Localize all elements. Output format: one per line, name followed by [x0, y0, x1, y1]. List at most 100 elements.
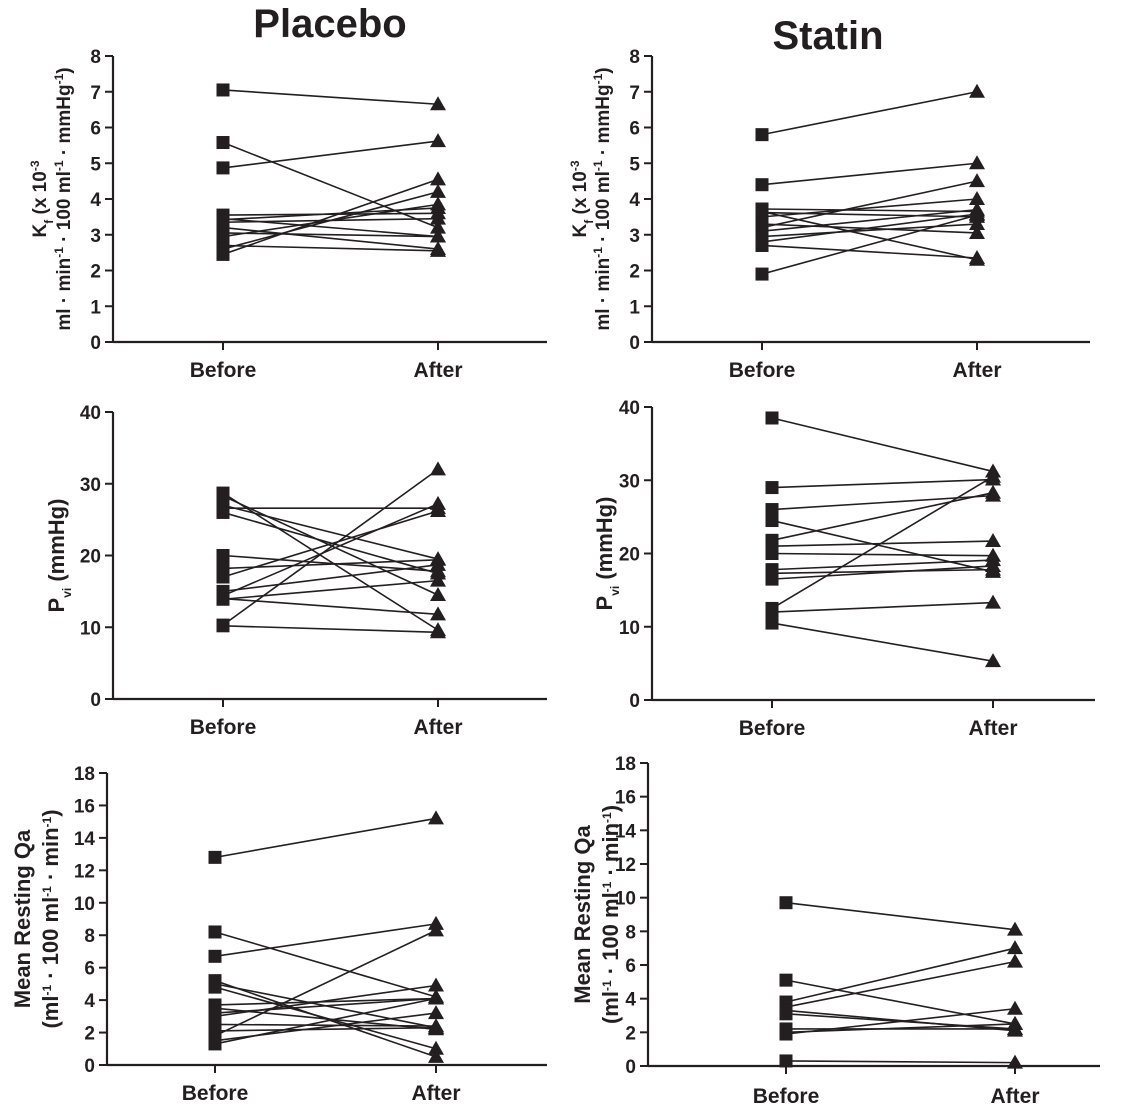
pvi-placebo-subject-line	[222, 495, 439, 596]
kf-statin-y-label-line2-part: )	[593, 67, 614, 73]
kf-placebo-y-tick-label: 5	[90, 154, 101, 175]
kf-statin-subject-line	[761, 90, 978, 136]
kf-placebo-before-point	[216, 136, 230, 150]
pvi-placebo-after-point	[430, 461, 446, 476]
kf-statin-category-label: After	[952, 359, 1001, 382]
pvi-statin-y-tick-label: 10	[619, 618, 640, 639]
pvi-placebo-subject-line	[222, 511, 439, 575]
kf-statin-subject-line	[761, 244, 978, 259]
qa-statin-before-point	[779, 896, 793, 910]
kf-statin-after-point	[969, 249, 985, 264]
kf-statin-subject-line	[761, 208, 978, 232]
pvi-placebo-y-label-line1-part: P	[44, 598, 69, 613]
qa-placebo-subject-line	[214, 923, 437, 958]
kf-statin-y-label-line1-part: f	[582, 219, 596, 224]
pvi-statin-subject-line	[771, 494, 994, 511]
qa-placebo-subject-line	[214, 997, 437, 1006]
pvi-placebo-before-point	[216, 505, 230, 519]
kf-placebo-subject-line	[222, 178, 439, 256]
pvi-placebo-y-tick-label: 30	[80, 475, 101, 496]
pvi-statin-subject-line	[771, 601, 994, 613]
kf-statin-y-tick-label: 4	[629, 190, 640, 211]
pvi-placebo-subject-line	[222, 504, 439, 560]
qa-placebo-subject-line	[214, 1023, 437, 1027]
kf-statin-before-point	[755, 128, 769, 142]
kf-placebo-y-label-line1-part: (x 10	[30, 171, 51, 220]
pvi-statin-after-point	[985, 653, 1001, 668]
kf-statin-y-tick-label: 5	[629, 154, 640, 175]
qa-placebo-subject-line	[214, 984, 437, 1018]
qa-placebo-subject-line	[214, 997, 437, 1045]
pvi-statin-y-label-line1: Pvi (mmHg)	[592, 497, 622, 611]
qa-statin-subject-line	[785, 1060, 1016, 1064]
kf-placebo-y-tick-label: 2	[90, 262, 101, 283]
qa-placebo-after-point	[428, 1005, 444, 1020]
pvi-placebo-subject-line	[222, 579, 439, 601]
pvi-statin-y-tick-label: 40	[619, 398, 640, 419]
qa-placebo-y-label-line1: Mean Resting Qa	[10, 829, 35, 1008]
kf-placebo-y-label-line2-part: -1	[52, 73, 66, 84]
kf-statin-y-label-line1: Kf (x 10-3	[568, 160, 596, 237]
qa-placebo-y-tick-label: 8	[84, 926, 95, 947]
pvi-statin-before-point	[765, 503, 779, 517]
qa-placebo-subject-line	[214, 817, 437, 859]
kf-statin-subject-line	[761, 223, 978, 238]
qa-placebo-subject-line	[214, 1026, 437, 1032]
pvi-placebo-subject-line	[222, 510, 439, 578]
kf-placebo-y-label-line2-part: )	[54, 67, 75, 73]
pvi-placebo-y-tick-label: 40	[80, 403, 101, 424]
qa-placebo-y-tick-label: 16	[74, 796, 95, 817]
pvi-placebo-subject-line	[222, 492, 439, 631]
qa-statin-after-point	[1007, 1015, 1023, 1030]
qa-placebo-y-label-line2: (ml-1 · 100 ml-1 · min-1)	[38, 809, 63, 1028]
kf-statin-y-tick-label: 3	[629, 226, 640, 247]
kf-statin-y-tick-label: 7	[629, 83, 640, 104]
pvi-placebo-y-tick-label: 20	[80, 547, 101, 568]
kf-statin-y-label-line2-part: · mmHg	[593, 84, 614, 160]
kf-placebo-before-point	[216, 247, 230, 261]
qa-statin-subject-line	[785, 979, 1016, 1025]
qa-statin-before-point	[779, 973, 793, 987]
pvi-statin-after-point	[985, 557, 1001, 572]
pvi-statin-subject-line	[771, 540, 994, 547]
pvi-placebo-after-point	[430, 503, 446, 518]
qa-statin-y-label-line2-part: · 100 ml	[598, 892, 623, 980]
qa-statin-y-label-line2: (ml-1 · 100 ml-1 · min-1)	[598, 805, 623, 1024]
qa-statin-y-tick-label: 14	[615, 821, 637, 842]
qa-placebo-y-tick-label: 10	[74, 894, 95, 915]
qa-statin-after-point	[1007, 1000, 1023, 1015]
pvi-statin-subject-line	[771, 568, 994, 575]
kf-placebo-after-point	[430, 133, 446, 148]
qa-placebo-y-tick-label: 14	[74, 829, 96, 850]
kf-placebo-y-tick-label: 0	[90, 333, 101, 354]
kf-placebo-y-tick-label: 6	[90, 119, 101, 140]
pvi-placebo-subject-line	[222, 564, 439, 593]
pvi-statin-y-tick-label: 0	[629, 691, 640, 712]
qa-placebo-after-point	[428, 922, 444, 937]
qa-statin-y-tick-label: 8	[625, 922, 636, 943]
pvi-statin-subject-line	[771, 478, 994, 489]
qa-placebo-y-tick-label: 6	[84, 959, 95, 980]
pvi-statin-after-point	[985, 484, 1001, 499]
qa-statin-after-point	[1007, 1054, 1023, 1069]
pvi-placebo-y-label-line1-part: vi	[60, 588, 74, 598]
pvi-placebo-after-point	[430, 606, 446, 621]
pvi-placebo-after-point	[430, 624, 446, 639]
kf-placebo-after-point	[430, 242, 446, 257]
pvi-placebo-subject-line	[222, 625, 439, 634]
qa-placebo-before-point	[208, 925, 222, 939]
qa-statin-y-label-line2-part: (ml	[598, 991, 623, 1024]
pvi-statin-subject-line	[771, 622, 994, 662]
kf-placebo-y-tick-label: 1	[90, 297, 101, 318]
qa-placebo-category-label: Before	[182, 1082, 249, 1105]
qa-statin-category-label: Before	[753, 1085, 820, 1105]
qa-statin-y-tick-label: 2	[625, 1023, 636, 1044]
kf-statin-y-tick-label: 1	[629, 297, 640, 318]
qa-placebo-y-label-line2-part: -1	[40, 816, 54, 827]
kf-statin-y-label-line2-part: -1	[591, 73, 605, 84]
kf-placebo-after-point	[430, 183, 446, 198]
qa-placebo-after-point	[428, 1040, 444, 1055]
pvi-placebo-before-point	[216, 570, 230, 584]
